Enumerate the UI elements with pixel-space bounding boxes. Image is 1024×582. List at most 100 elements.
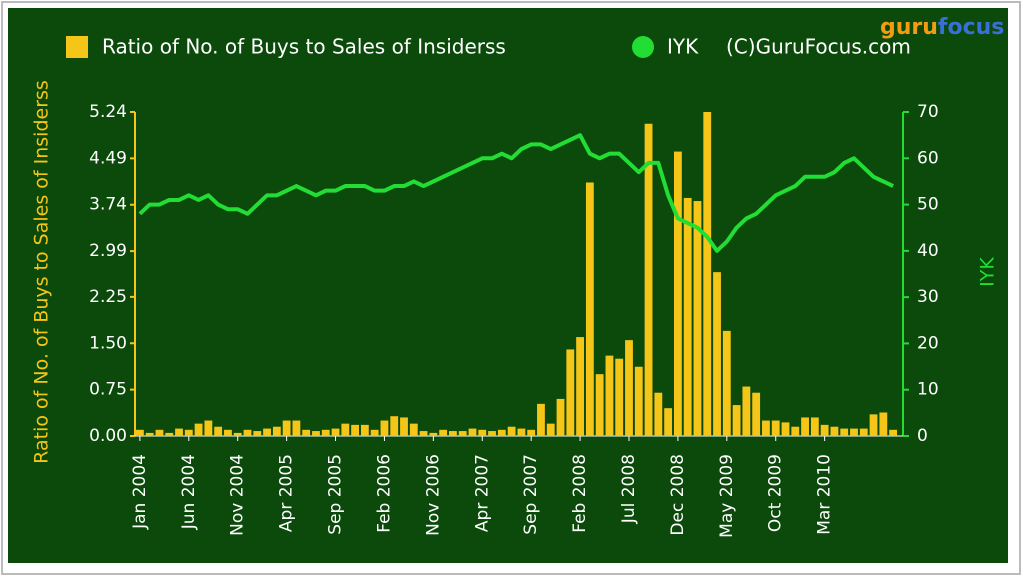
y2-tick-label: 50 — [917, 195, 939, 215]
bar — [791, 426, 800, 436]
bar — [458, 431, 467, 436]
bar — [546, 423, 555, 436]
legend-label: IYK — [667, 35, 699, 59]
bar — [488, 431, 496, 436]
bar — [801, 417, 809, 436]
bar — [673, 151, 682, 437]
y2-tick-label: 20 — [917, 333, 939, 353]
line — [138, 133, 894, 253]
bar — [625, 340, 633, 436]
x-tick-label: Dec 2008 — [668, 454, 688, 536]
x-tick-label: May 2009 — [717, 454, 737, 538]
bar — [732, 405, 741, 436]
y-tick-label: 1.50 — [89, 333, 127, 353]
bar — [605, 355, 614, 436]
bar — [693, 201, 702, 436]
y2-tick-label: 0 — [917, 426, 928, 446]
bar — [292, 420, 301, 436]
bar — [713, 272, 721, 436]
bar — [683, 197, 692, 436]
bar — [859, 428, 868, 436]
bar — [390, 416, 399, 436]
bar — [478, 429, 487, 436]
bar — [351, 424, 360, 436]
bar — [175, 428, 183, 436]
x-tick-label: Nov 2006 — [423, 454, 443, 536]
bar — [879, 412, 888, 436]
bar — [820, 424, 829, 436]
legend-label: Ratio of No. of Buys to Sales of Insider… — [102, 35, 506, 59]
bar — [762, 420, 770, 436]
bar — [312, 431, 320, 436]
logo-part: focus — [938, 15, 1004, 40]
bar — [703, 112, 712, 436]
bar — [419, 431, 428, 436]
bar — [194, 423, 203, 436]
bar — [135, 429, 144, 436]
x-tick-label: Feb 2008 — [570, 454, 590, 533]
x-tick-label: Apr 2005 — [277, 454, 297, 532]
bar — [556, 398, 565, 436]
bar — [272, 426, 281, 436]
copyright: (C)GuruFocus.com — [726, 35, 911, 59]
bar — [507, 426, 516, 436]
bar — [321, 429, 330, 436]
y2-tick-label: 30 — [917, 287, 939, 307]
bar — [282, 420, 291, 436]
x-tick-label: Apr 2007 — [472, 454, 492, 532]
logo: gurufocus — [880, 15, 1004, 40]
bar — [527, 429, 536, 436]
bar — [233, 432, 242, 436]
bar — [869, 414, 878, 436]
bar — [752, 392, 761, 436]
x-tick-label: Feb 2006 — [374, 454, 394, 533]
y-axis-title: Ratio of No. of Buys to Sales of Insider… — [31, 80, 53, 464]
y-tick-label: 0.00 — [89, 426, 127, 446]
x-tick-label: Oct 2009 — [766, 454, 786, 532]
bar — [184, 429, 193, 436]
bar — [165, 432, 174, 436]
bar — [576, 337, 584, 436]
y2-tick-label: 60 — [917, 148, 939, 168]
y-tick-label: 3.74 — [89, 195, 127, 215]
bar — [830, 426, 839, 436]
y2-tick-label: 70 — [917, 102, 939, 122]
bar — [585, 182, 594, 436]
bar — [370, 429, 379, 436]
bar — [409, 423, 418, 436]
x-tick-label: Jul 2008 — [619, 454, 639, 524]
y2-tick-label: 40 — [917, 241, 939, 261]
bar — [889, 429, 898, 436]
bar — [615, 358, 624, 436]
bar — [722, 330, 731, 436]
x-tick-label: Sep 2005 — [326, 454, 346, 535]
bar — [360, 424, 369, 436]
x-tick-label: Nov 2004 — [228, 454, 248, 536]
x-tick-label: Sep 2007 — [521, 454, 541, 535]
bar — [537, 403, 545, 436]
bar — [214, 426, 223, 436]
y-tick-label: 4.49 — [89, 148, 127, 168]
bar — [400, 417, 408, 436]
x-tick-label: Mar 2010 — [815, 454, 835, 535]
bar — [742, 386, 751, 436]
y-tick-label: 5.24 — [89, 102, 127, 122]
bar — [204, 420, 213, 436]
bar — [224, 429, 232, 436]
bar — [341, 423, 350, 436]
bar — [634, 366, 643, 436]
bar — [664, 408, 673, 436]
bar — [850, 428, 858, 436]
bar — [497, 429, 506, 436]
bar — [449, 431, 457, 436]
bar — [771, 420, 780, 436]
bar — [468, 428, 477, 436]
bar — [439, 429, 448, 436]
y-tick-label: 2.99 — [89, 241, 127, 261]
y-tick-label: 2.25 — [89, 287, 127, 307]
y2-tick-label: 10 — [917, 380, 939, 400]
y-tick-label: 0.75 — [89, 380, 127, 400]
bar — [145, 432, 154, 436]
legend-swatch — [66, 36, 88, 58]
